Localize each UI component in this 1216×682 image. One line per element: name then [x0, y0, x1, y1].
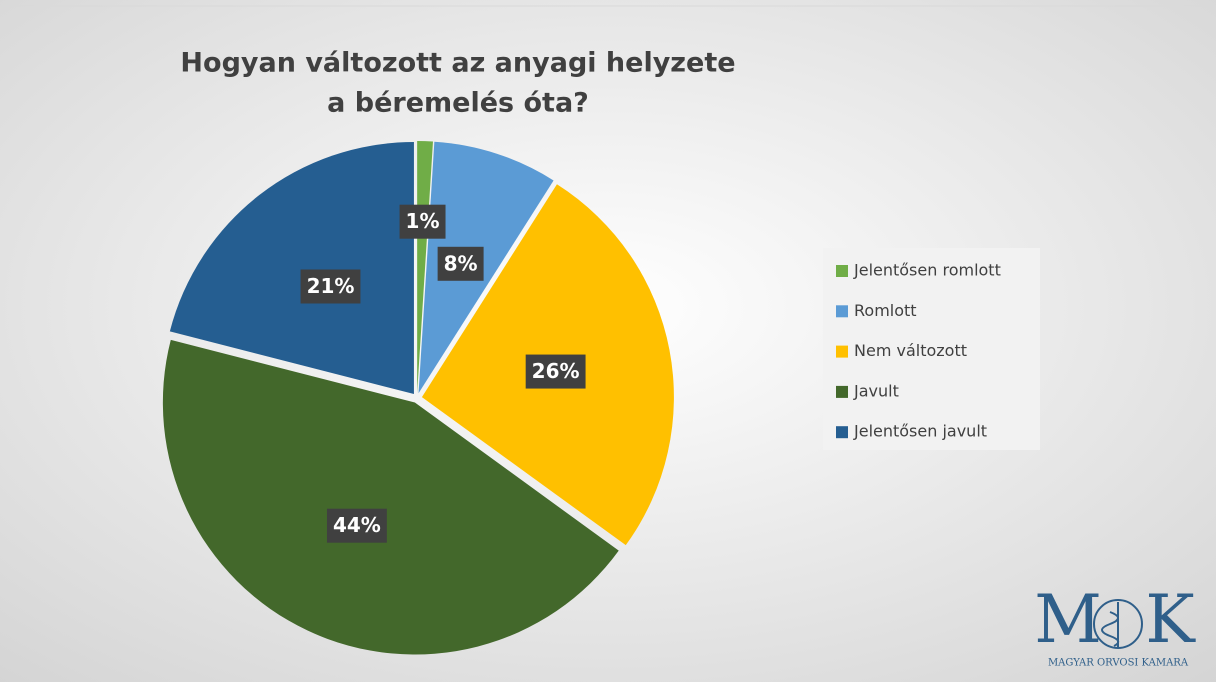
legend-swatch — [836, 345, 848, 358]
data-label-box — [326, 508, 387, 543]
logo — [1093, 599, 1143, 649]
pie-slice — [418, 141, 554, 394]
legend-swatch — [836, 265, 848, 277]
pie-slice — [169, 142, 414, 395]
data-label: 44% — [333, 513, 381, 537]
chart-title: Hogyan változott az anyagi helyzete — [180, 48, 735, 79]
chart-title: a béremelés óta? — [327, 88, 589, 119]
pie-slice — [417, 141, 433, 394]
legend-swatch — [836, 305, 848, 318]
data-label: 1% — [406, 209, 440, 233]
legend-label: Javult — [853, 381, 899, 400]
data-label-box — [399, 204, 446, 239]
legend-swatch — [836, 385, 848, 398]
logo-snake — [1101, 611, 1120, 647]
legend-swatch — [836, 426, 848, 439]
logo-letter: K — [1145, 581, 1196, 658]
data-label-box — [525, 354, 586, 389]
data-label-box — [300, 269, 361, 304]
data-label: 21% — [307, 274, 355, 298]
legend-label: Jelentősen romlott — [853, 261, 1001, 280]
legend-label: Romlott — [854, 301, 917, 320]
legend-label: Nem változott — [854, 341, 967, 360]
logo-caption: MAGYAR ORVOSI KAMARA — [1048, 658, 1189, 669]
data-label: 8% — [444, 251, 478, 275]
data-label: 26% — [532, 359, 580, 383]
legend-box — [823, 248, 1040, 450]
pie-slice — [162, 339, 619, 655]
legend-label: Jelentősen javult — [853, 422, 987, 441]
data-label-box — [437, 246, 484, 281]
logo-letter: M — [1034, 581, 1102, 658]
